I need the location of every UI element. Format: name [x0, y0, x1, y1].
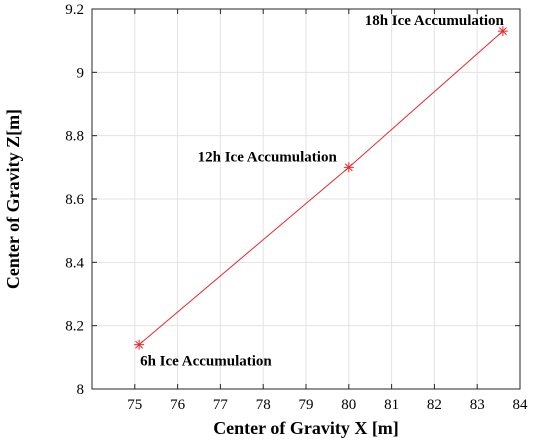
- series-layer: [134, 26, 508, 350]
- y-tick-label: 8.2: [65, 319, 84, 335]
- marker-stroke: [344, 163, 353, 172]
- y-tick-label: 8.4: [65, 255, 84, 271]
- marker-stroke: [498, 27, 507, 36]
- ticks: 75 76 77 78 79 80 81 82 83 84 8 8.2 8.4 8.6 8.8 9 9.2: [65, 2, 528, 413]
- annotations: 6h Ice Accumulation 12h Ice Accumulation 1…: [140, 13, 505, 370]
- x-tick-label: 80: [341, 397, 356, 413]
- y-tick-label: 8.8: [65, 129, 84, 145]
- marker-stroke: [135, 340, 144, 349]
- y-tick-label: 9.2: [65, 2, 84, 18]
- y-tick-label: 9: [77, 65, 85, 81]
- x-axis-label: Center of Gravity X [m]: [213, 418, 399, 438]
- data-annotation: 6h Ice Accumulation: [140, 354, 272, 370]
- x-tick-label: 75: [127, 397, 142, 413]
- y-tick-label: 8.6: [65, 192, 84, 208]
- data-annotation: 12h Ice Accumulation: [198, 149, 338, 165]
- data-point-marker: [343, 162, 354, 173]
- y-tick-label: 8: [77, 382, 85, 398]
- x-tick-label: 78: [256, 397, 271, 413]
- series-line: [138, 30, 504, 346]
- x-tick-label: 79: [299, 397, 314, 413]
- data-point-marker: [134, 339, 145, 350]
- x-tick-label: 77: [213, 397, 229, 413]
- data-annotation: 18h Ice Accumulation: [365, 13, 505, 29]
- x-tick-label: 76: [170, 397, 186, 413]
- data-point-marker: [497, 26, 508, 37]
- grid: [92, 8, 521, 390]
- x-tick-label: 83: [470, 397, 485, 413]
- x-tick-label: 81: [384, 397, 399, 413]
- x-tick-label: 84: [513, 397, 529, 413]
- y-axis-label: Center of Gravity Z[m]: [3, 109, 23, 289]
- x-tick-label: 82: [427, 397, 442, 413]
